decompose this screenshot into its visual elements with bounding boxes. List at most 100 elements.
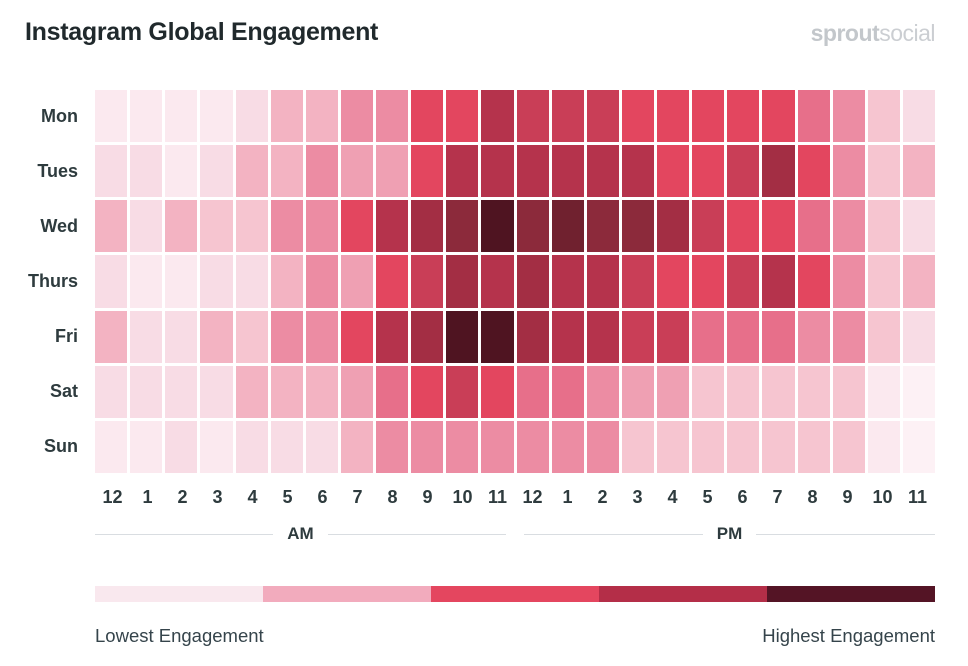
heatmap-cell [692, 310, 725, 363]
heatmap-cell [95, 420, 128, 473]
heatmap-cell [516, 365, 549, 418]
heatmap-cell [586, 145, 619, 198]
heatmap-cell [551, 420, 584, 473]
hour-label: 6 [737, 487, 748, 507]
am-label: AM [287, 524, 314, 543]
hour-label: 8 [807, 487, 818, 507]
heatmap-cell [551, 90, 584, 143]
heatmap-cell [832, 255, 865, 308]
heatmap-cell [902, 200, 935, 253]
heatmap-cell [165, 310, 198, 363]
heatmap-cell [621, 90, 654, 143]
heatmap-cell [621, 255, 654, 308]
heatmap-cell [727, 145, 760, 198]
hour-label: 3 [212, 487, 223, 507]
heatmap-cell [832, 310, 865, 363]
heatmap-cell [797, 145, 830, 198]
heatmap-cell [446, 365, 479, 418]
heatmap-cell [727, 90, 760, 143]
heatmap-cell [235, 255, 268, 308]
heatmap-cell [902, 420, 935, 473]
heatmap-cell [305, 200, 338, 253]
hour-label: 10 [872, 487, 893, 507]
heatmap-cell [270, 90, 303, 143]
engagement-heatmap: Mon Tues Wed Thurs Fri Sat Sun 12 1 2 3 4 5 6 7 8 9 10 11… [25, 90, 935, 544]
heatmap-cell [902, 255, 935, 308]
heatmap-cell [376, 90, 409, 143]
heatmap-cell [411, 200, 444, 253]
heatmap-cell [411, 255, 444, 308]
heatmap-cell [867, 365, 900, 418]
heatmap-cell [376, 310, 409, 363]
heatmap-cell [305, 310, 338, 363]
heatmap-cell [797, 420, 830, 473]
axis-line [95, 533, 274, 535]
hour-label: 7 [772, 487, 783, 507]
heatmap-cell [446, 310, 479, 363]
heatmap-cell [657, 420, 690, 473]
heatmap-cell [130, 255, 163, 308]
heatmap-cell [727, 420, 760, 473]
axis-line [327, 533, 507, 535]
heatmap-cell [867, 420, 900, 473]
heatmap-cell [235, 145, 268, 198]
heatmap-cell [481, 145, 514, 198]
hour-label: 12 [522, 487, 543, 507]
heatmap-cell [340, 90, 373, 143]
hour-label: 8 [387, 487, 398, 507]
heatmap-cell [551, 200, 584, 253]
logo-text-social: social [879, 20, 935, 46]
heatmap-cell [902, 365, 935, 418]
heatmap-cell [727, 255, 760, 308]
heatmap-cell [340, 420, 373, 473]
day-label: Thurs [27, 270, 78, 291]
heatmap-cell [95, 200, 128, 253]
heatmap-cell [235, 90, 268, 143]
heatmap-cell [867, 310, 900, 363]
heatmap-cell [481, 420, 514, 473]
axis-line [756, 533, 935, 535]
heatmap-cell [270, 145, 303, 198]
legend-lowest-label: Lowest Engagement [95, 625, 264, 646]
heatmap-cell [832, 365, 865, 418]
heatmap-cell [95, 145, 128, 198]
legend-highest-label: Highest Engagement [762, 625, 935, 646]
hour-label: 4 [667, 487, 678, 507]
page: Instagram Global Engagement sproutsocial… [25, 18, 936, 646]
heatmap-cell [832, 200, 865, 253]
heatmap-cell [200, 255, 233, 308]
legend-color-bar [95, 586, 935, 602]
heatmap-cell [411, 145, 444, 198]
heatmap-cell [200, 90, 233, 143]
heatmap-cell [376, 145, 409, 198]
heatmap-cell [130, 200, 163, 253]
heatmap-cell [692, 145, 725, 198]
heatmap-cell [692, 420, 725, 473]
heatmap-cell [130, 145, 163, 198]
day-label: Fri [54, 326, 78, 347]
heatmap-cell [165, 255, 198, 308]
heatmap-cell [516, 255, 549, 308]
pm-label: PM [716, 524, 743, 543]
day-label: Sun [44, 436, 78, 457]
hour-label: 11 [487, 487, 508, 507]
heatmap-cell [446, 420, 479, 473]
heatmap-cell [727, 365, 760, 418]
heatmap-cell [657, 90, 690, 143]
hour-axis: 12 1 2 3 4 5 6 7 8 9 10 11 12 1 2 3 4 5 6 7 8 9 10 11 [95, 487, 935, 508]
heatmap-cell [727, 200, 760, 253]
sproutsocial-logo: sproutsocial [811, 18, 936, 48]
heatmap-cell [551, 365, 584, 418]
heatmap-cell [797, 365, 830, 418]
heatmap-cell [481, 200, 514, 253]
hour-label: 10 [452, 487, 473, 507]
heatmap-cell [797, 310, 830, 363]
heatmap-cell [270, 365, 303, 418]
heatmap-cell [867, 200, 900, 253]
heatmap-cell [797, 200, 830, 253]
heatmap-cell [235, 200, 268, 253]
heatmap-cell [867, 255, 900, 308]
heatmap-cell [165, 145, 198, 198]
heatmap-cell [165, 90, 198, 143]
hour-label: 3 [632, 487, 643, 507]
